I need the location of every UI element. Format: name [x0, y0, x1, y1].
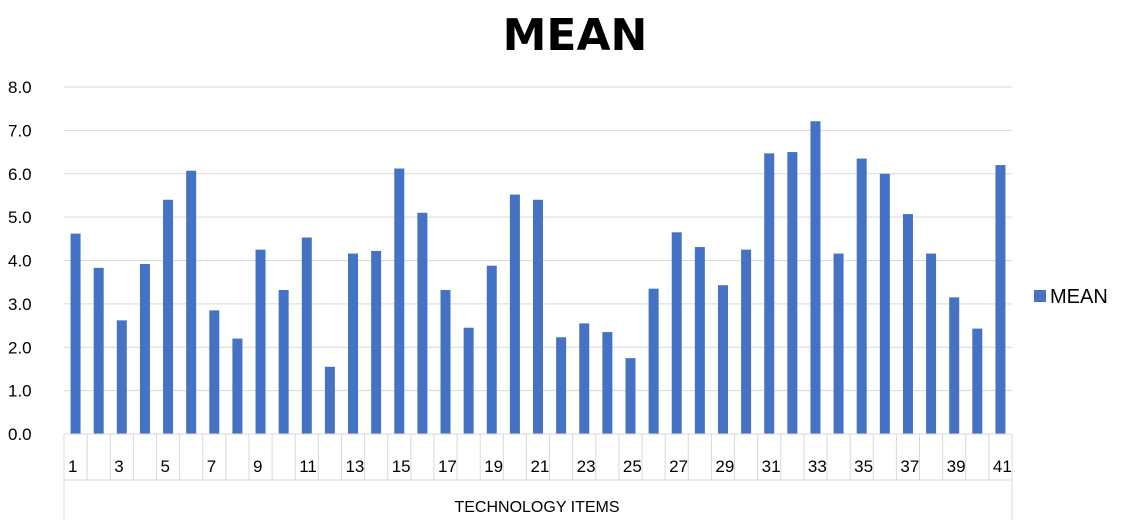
x-tick-label: 17 — [438, 457, 457, 476]
bar-24 — [602, 332, 613, 434]
x-tick-label: 23 — [577, 457, 596, 476]
x-tick-label: 41 — [993, 457, 1012, 476]
y-tick-label: 0.0 — [8, 425, 32, 444]
legend-label-mean: MEAN — [1050, 286, 1108, 308]
x-tick-label: 11 — [299, 457, 317, 476]
x-tick-label: 35 — [854, 457, 873, 476]
bar-19 — [486, 265, 497, 434]
x-tick-label: 37 — [900, 457, 919, 476]
bar-37 — [902, 214, 913, 434]
y-tick-label: 1.0 — [8, 382, 32, 401]
bar-25 — [625, 358, 636, 434]
bar-5 — [163, 199, 174, 434]
bar-30 — [741, 249, 752, 434]
x-tick-label: 7 — [207, 457, 216, 476]
y-tick-label: 7.0 — [8, 121, 32, 140]
y-tick-label: 5.0 — [8, 208, 32, 227]
y-tick-label: 8.0 — [8, 78, 32, 97]
x-axis: 1 3 5 7 9 11 13 15 17 19 21 23 25 27 29 31 33 35 37 39 41 — [63, 433, 1013, 520]
x-tick-label: 9 — [253, 457, 262, 476]
bar-2 — [93, 267, 104, 434]
bar-10 — [278, 289, 289, 434]
y-tick-label: 6.0 — [8, 165, 32, 184]
bars — [70, 121, 1006, 435]
bar-3 — [116, 320, 127, 434]
bar-13 — [348, 253, 359, 434]
bar-8 — [232, 338, 243, 434]
legend-swatch — [1034, 290, 1046, 302]
bar-32 — [787, 152, 798, 434]
bar-7 — [209, 310, 220, 434]
bar-23 — [579, 323, 590, 434]
x-tick-label: 25 — [623, 457, 642, 476]
bar-26 — [648, 288, 659, 434]
bar-41 — [995, 165, 1006, 434]
bar-38 — [926, 253, 937, 434]
x-tick-label: 3 — [114, 457, 123, 476]
bar-18 — [463, 327, 474, 434]
y-axis-tick-labels: 0.0 1.0 2.0 3.0 4.0 5.0 6.0 7.0 8.0 — [8, 78, 32, 444]
bar-6 — [186, 170, 197, 434]
bar-20 — [509, 194, 520, 434]
bar-35 — [856, 158, 867, 434]
bar-39 — [949, 297, 960, 434]
bar-12 — [324, 366, 335, 434]
x-tick-label: 39 — [947, 457, 966, 476]
x-tick-label: 21 — [530, 457, 549, 476]
bar-17 — [440, 289, 451, 434]
x-tick-label: 27 — [669, 457, 688, 476]
x-tick-label: 15 — [392, 457, 411, 476]
x-tick-label: 1 — [68, 457, 77, 476]
bar-22 — [556, 337, 567, 434]
x-tick-label: 33 — [808, 457, 827, 476]
x-tick-label: 29 — [715, 457, 734, 476]
y-tick-label: 3.0 — [8, 295, 32, 314]
bar-9 — [255, 249, 266, 434]
bar-28 — [694, 247, 705, 434]
bar-4 — [139, 263, 150, 434]
bar-27 — [671, 232, 682, 434]
bar-40 — [972, 328, 983, 434]
y-tick-label: 2.0 — [8, 338, 32, 357]
legend: MEAN — [1034, 286, 1108, 308]
bar-29 — [717, 285, 728, 434]
bar-15 — [394, 168, 405, 435]
x-tick-label: 13 — [345, 457, 364, 476]
bar-34 — [833, 253, 844, 434]
bar-11 — [301, 237, 312, 434]
bar-14 — [371, 250, 382, 434]
x-tick-label: 5 — [160, 457, 169, 476]
x-tick-label: 19 — [484, 457, 503, 476]
bar-33 — [810, 121, 821, 435]
x-tick-label: 31 — [762, 457, 781, 476]
x-axis-title: TECHNOLOGY ITEMS — [454, 499, 619, 516]
bar-31 — [764, 153, 775, 434]
bar-36 — [879, 173, 890, 434]
bar-1 — [70, 233, 81, 434]
bar-16 — [417, 212, 428, 434]
y-tick-label: 4.0 — [8, 252, 32, 271]
chart-title: MEAN — [503, 10, 648, 61]
bar-21 — [533, 199, 543, 434]
